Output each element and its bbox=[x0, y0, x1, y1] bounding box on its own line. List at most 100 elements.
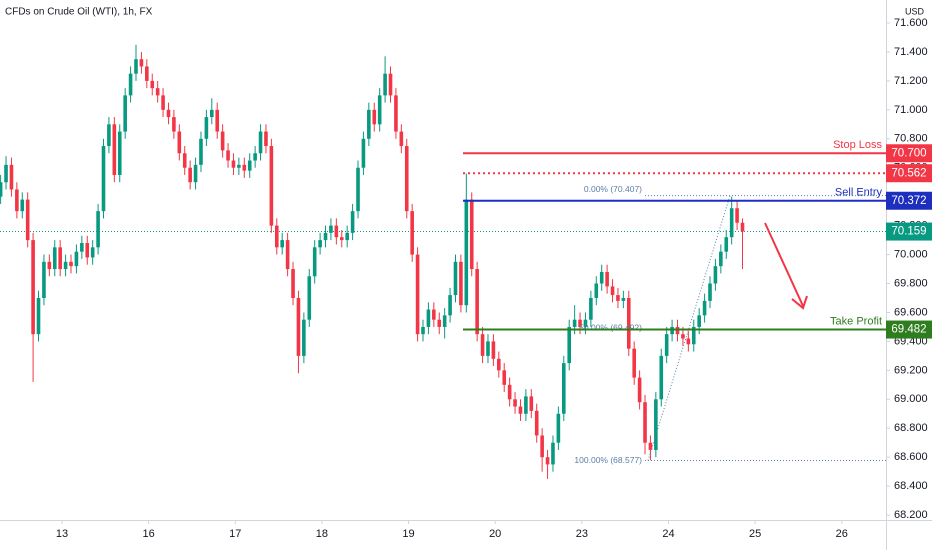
candle-body bbox=[394, 95, 398, 132]
y-tick-label: 71.400 bbox=[894, 46, 928, 58]
y-tick-label: 68.400 bbox=[894, 480, 928, 492]
x-tick-label: 19 bbox=[402, 528, 414, 540]
candle-body bbox=[626, 297, 631, 349]
candle-body bbox=[540, 435, 544, 458]
y-tick-label: 71.200 bbox=[894, 75, 928, 87]
candle-body bbox=[112, 124, 117, 175]
y-tick-label: 69.000 bbox=[894, 393, 928, 405]
candle-body bbox=[491, 341, 496, 359]
candle-body bbox=[334, 225, 339, 238]
candle-body bbox=[31, 240, 35, 335]
candle-body bbox=[210, 109, 214, 118]
y-tick-label: 69.200 bbox=[894, 364, 928, 376]
candle-body bbox=[101, 146, 106, 212]
candle-body bbox=[729, 208, 734, 238]
level-name: Take Profit bbox=[830, 315, 882, 327]
candle-body bbox=[247, 160, 252, 171]
candle-body bbox=[339, 237, 344, 241]
candle-body bbox=[193, 164, 198, 183]
candle-body bbox=[708, 283, 712, 301]
candle-body bbox=[448, 295, 452, 316]
candle-body bbox=[513, 399, 517, 407]
candle-body bbox=[323, 232, 328, 241]
candle-body bbox=[578, 319, 582, 327]
fib-trend bbox=[647, 195, 731, 461]
candle-body bbox=[529, 396, 534, 411]
x-tick-label: 18 bbox=[316, 528, 328, 540]
candle-body bbox=[735, 208, 739, 223]
candle-body bbox=[52, 247, 57, 270]
candle-body bbox=[670, 326, 674, 335]
chart-title: CFDs on Crude Oil (WTI), 1h, FX bbox=[5, 7, 153, 18]
candle-body bbox=[188, 167, 192, 183]
price-tag bbox=[886, 222, 932, 241]
candle-body bbox=[415, 254, 420, 335]
candle-body bbox=[702, 300, 707, 316]
direction-arrow bbox=[764, 222, 808, 310]
candle-body bbox=[361, 138, 366, 168]
candle-body bbox=[432, 309, 436, 320]
candle-body bbox=[20, 199, 25, 212]
candle-body bbox=[58, 247, 62, 270]
currency: USD bbox=[905, 6, 925, 16]
candle-body bbox=[226, 150, 230, 161]
candle-body bbox=[36, 297, 41, 335]
y-tick-label: 69.600 bbox=[894, 306, 928, 318]
candle-body bbox=[610, 286, 615, 296]
candle-body bbox=[155, 88, 160, 96]
candle-body bbox=[80, 242, 84, 252]
candle-body bbox=[4, 164, 8, 183]
price-tag-label: 70.700 bbox=[891, 147, 926, 159]
candle-body bbox=[128, 73, 133, 96]
candle-body bbox=[480, 334, 485, 356]
candle-body bbox=[518, 406, 523, 414]
candle-body bbox=[469, 199, 474, 270]
candle-body bbox=[302, 319, 306, 356]
candle-body bbox=[264, 131, 268, 147]
candle-body bbox=[291, 269, 295, 298]
candle-body bbox=[47, 261, 52, 270]
candle-body bbox=[551, 442, 555, 465]
candle-body bbox=[242, 164, 247, 171]
candle-body bbox=[605, 271, 609, 287]
candle-body bbox=[507, 384, 512, 400]
candle-body bbox=[437, 319, 442, 327]
fib-label: 50.00% (69.492) bbox=[579, 322, 642, 332]
candle-body bbox=[664, 334, 669, 356]
candle-body bbox=[134, 59, 138, 74]
price-tag-label: 70.372 bbox=[891, 195, 926, 207]
candle-body bbox=[459, 261, 463, 306]
candle-body bbox=[177, 131, 182, 154]
candle-body bbox=[475, 269, 479, 335]
price-tag-label: 69.482 bbox=[891, 324, 926, 336]
candle-body bbox=[399, 131, 404, 147]
candle-body bbox=[724, 237, 729, 252]
fib-label: 0.00% (70.407) bbox=[584, 184, 642, 194]
y-tick-label: 70.800 bbox=[894, 133, 928, 145]
candle-body bbox=[719, 251, 723, 267]
x-tick-label: 23 bbox=[576, 528, 588, 540]
x-tick-label: 24 bbox=[662, 528, 674, 540]
candle-body bbox=[632, 348, 636, 378]
y-tick-label: 71.000 bbox=[894, 104, 928, 116]
candle-body bbox=[25, 199, 30, 241]
candle-body bbox=[69, 261, 73, 267]
candle-body bbox=[621, 297, 626, 301]
candle-body bbox=[9, 164, 14, 190]
candle-body bbox=[231, 160, 236, 168]
x-tick-label: 17 bbox=[229, 528, 241, 540]
y-tick-label: 70.000 bbox=[894, 248, 928, 260]
candle-body bbox=[464, 199, 469, 306]
candle-body bbox=[659, 355, 664, 400]
candle-body bbox=[329, 225, 333, 233]
candle-body bbox=[502, 370, 507, 385]
candle-body bbox=[648, 442, 653, 450]
candle-body bbox=[139, 59, 144, 67]
candle-body bbox=[182, 153, 187, 168]
candle-body bbox=[345, 232, 349, 241]
candle-body bbox=[442, 315, 447, 327]
candle-body bbox=[404, 146, 409, 212]
candle-body bbox=[497, 358, 501, 371]
candle-body bbox=[74, 251, 79, 267]
